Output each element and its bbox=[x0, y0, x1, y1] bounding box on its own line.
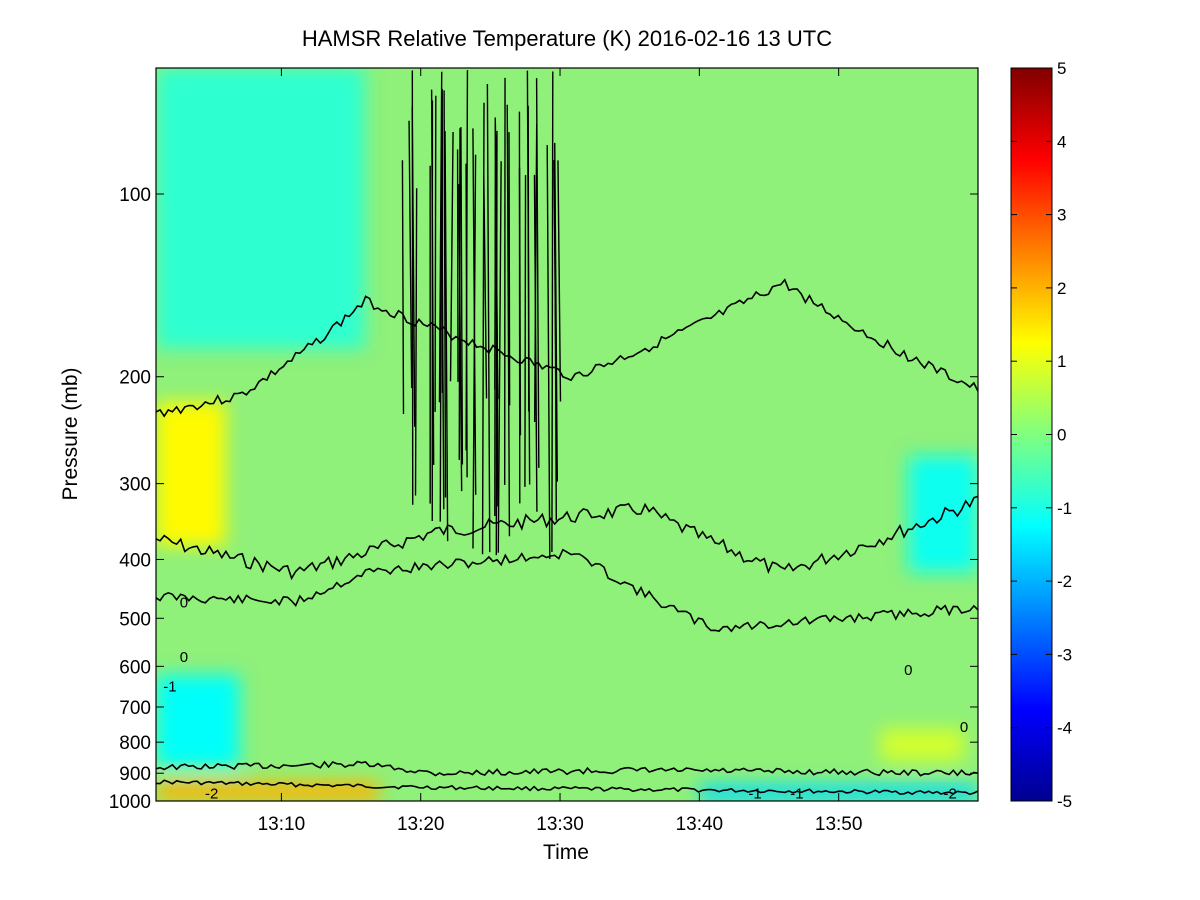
colorbar-tick-label: -1 bbox=[1057, 499, 1072, 518]
contour-segment bbox=[460, 127, 464, 465]
contour-segment bbox=[551, 71, 554, 552]
contour-label: -1 bbox=[748, 785, 761, 802]
contour-segment bbox=[481, 102, 485, 555]
heatmap-region bbox=[156, 674, 240, 768]
y-tick-label: 400 bbox=[119, 550, 151, 571]
heatmap-region bbox=[699, 784, 978, 801]
chart-title: HAMSR Relative Temperature (K) 2016-02-1… bbox=[302, 26, 832, 51]
contour-segment bbox=[546, 145, 551, 560]
heatmap-region bbox=[156, 68, 365, 349]
contour-label: -2 bbox=[943, 785, 956, 802]
contour-line bbox=[156, 779, 978, 796]
y-tick-label: 900 bbox=[119, 764, 151, 785]
colorbar-tick-label: 4 bbox=[1057, 132, 1066, 151]
colorbar-tick-label: 2 bbox=[1057, 279, 1066, 298]
contour-segment bbox=[439, 147, 443, 522]
contour-segment bbox=[486, 84, 491, 553]
contour-segment bbox=[449, 131, 454, 382]
contour-segment bbox=[472, 154, 477, 549]
colorbar-tick-label: -5 bbox=[1057, 792, 1072, 811]
contour-segment bbox=[524, 175, 527, 487]
x-tick-label: 13:30 bbox=[536, 814, 584, 835]
contour-line bbox=[156, 548, 978, 633]
colorbar-tick-label: -3 bbox=[1057, 645, 1072, 664]
heatmap-region bbox=[156, 781, 379, 801]
heatmap: 0-1-20-1 -200-1 bbox=[156, 68, 978, 802]
contour-segment bbox=[518, 167, 522, 436]
x-axis-label: Time bbox=[543, 841, 589, 864]
colorbar-gradient bbox=[1010, 67, 1053, 802]
contour-segment bbox=[526, 70, 531, 485]
colorbar-tick-label: -4 bbox=[1057, 719, 1072, 738]
contour-line bbox=[156, 760, 978, 777]
contour-line bbox=[156, 278, 978, 418]
contour-segment bbox=[401, 160, 405, 414]
heatmap-region bbox=[880, 728, 965, 762]
contour-segment bbox=[495, 140, 499, 507]
contour-segment bbox=[506, 104, 511, 537]
colorbar-tick-label: -2 bbox=[1057, 572, 1072, 591]
y-axis: 100 200 300 400 500 600 700 800 900 1000 bbox=[109, 185, 978, 813]
colorbar-ticks: 5 4 3 2 1 0 -1 -2 -3 -4 -5 bbox=[1011, 59, 1072, 811]
contour-segment bbox=[554, 184, 558, 521]
colorbar-tick-label: 5 bbox=[1057, 59, 1066, 78]
contour-line bbox=[156, 495, 978, 581]
contour-segment bbox=[458, 128, 461, 460]
contour-label: 0 bbox=[180, 595, 188, 612]
contour-label: -1 bbox=[790, 785, 803, 802]
contour-lines: 0-1-20-1 -200-1 bbox=[156, 70, 978, 802]
contour-segment bbox=[408, 120, 413, 389]
contour-segment bbox=[497, 161, 502, 553]
colorbar: 5 4 3 2 1 0 -1 -2 -3 -4 -5 bbox=[1010, 59, 1072, 811]
colorbar-tick-label: 1 bbox=[1057, 352, 1066, 371]
y-tick-label: 100 bbox=[119, 185, 151, 206]
contour-segment bbox=[434, 95, 437, 412]
contour-label: -1 bbox=[163, 678, 176, 695]
contour-label: 0 bbox=[960, 719, 968, 736]
plot-frame bbox=[155, 67, 979, 802]
y-tick-label: 300 bbox=[119, 475, 151, 496]
y-tick-label: 600 bbox=[119, 657, 151, 678]
contour-label: -2 bbox=[205, 785, 218, 802]
contour-segment bbox=[465, 163, 468, 478]
colorbar-tick-label: 3 bbox=[1057, 206, 1066, 225]
y-tick-label: 800 bbox=[119, 733, 151, 754]
colorbar-tick-label: 0 bbox=[1057, 426, 1066, 445]
x-axis: 13:10 13:20 13:30 13:40 13:50 bbox=[258, 68, 863, 835]
contour-segment bbox=[557, 160, 562, 402]
contour-segment bbox=[444, 131, 449, 542]
contour-segment bbox=[414, 188, 418, 496]
contour-segment bbox=[508, 132, 511, 406]
contour-segment bbox=[443, 90, 447, 498]
x-tick-label: 13:10 bbox=[258, 814, 306, 835]
contour-label: 0 bbox=[904, 662, 912, 679]
y-tick-label: 500 bbox=[119, 609, 151, 630]
y-tick-label: 200 bbox=[119, 368, 151, 389]
y-tick-label: 700 bbox=[119, 698, 151, 719]
contour-segment bbox=[533, 123, 538, 423]
y-tick-label: 1000 bbox=[109, 792, 151, 813]
x-tick-label: 13:40 bbox=[676, 814, 724, 835]
heatmap-region bbox=[156, 401, 226, 546]
x-tick-label: 13:50 bbox=[815, 814, 863, 835]
heatmap-regions bbox=[156, 68, 978, 801]
y-axis-label: Pressure (mb) bbox=[59, 367, 82, 500]
contour-label: 0 bbox=[180, 649, 188, 666]
x-tick-label: 13:20 bbox=[397, 814, 445, 835]
